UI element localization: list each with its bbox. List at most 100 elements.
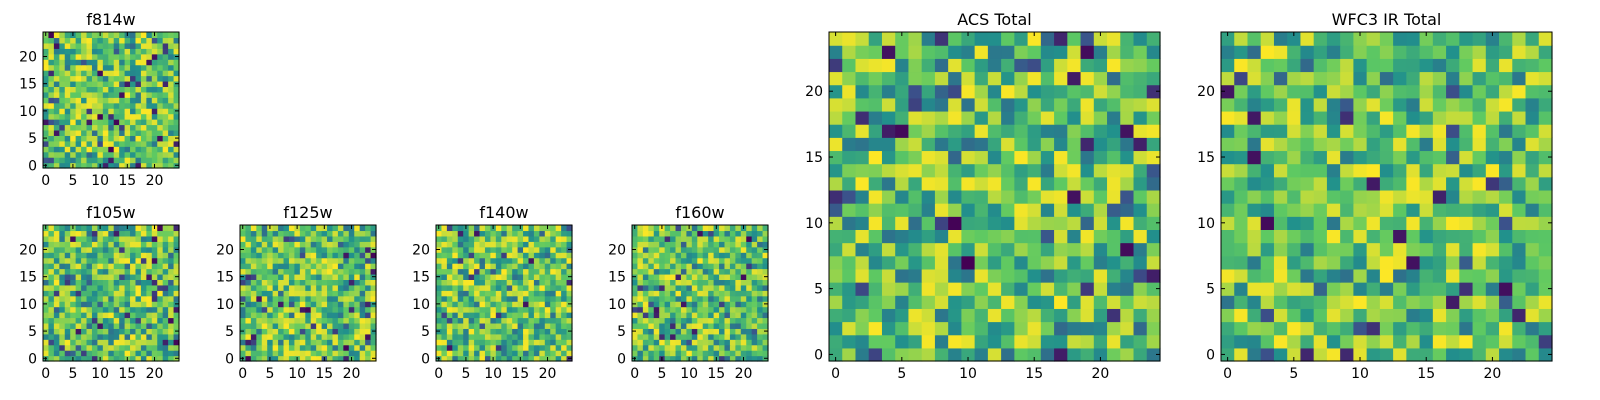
heatmap-cell <box>310 295 317 302</box>
heatmap-cell <box>751 246 758 253</box>
heatmap-cell <box>724 263 731 270</box>
heatmap-cell <box>490 241 497 248</box>
heatmap-cell <box>446 339 453 346</box>
heatmap-cell <box>1247 321 1262 336</box>
heatmap-cell <box>1040 229 1055 244</box>
heatmap-cell <box>713 333 720 340</box>
heatmap-cell <box>751 284 758 291</box>
heatmap-cell <box>921 295 936 309</box>
heatmap-cell <box>528 241 535 248</box>
heatmap-cell <box>512 257 519 264</box>
heatmap-cell <box>948 347 962 362</box>
heatmap-cell <box>327 252 334 259</box>
heatmap-cell <box>948 45 962 59</box>
heatmap-cell <box>740 344 747 351</box>
heatmap-cell <box>757 273 764 280</box>
heatmap-cell <box>1459 255 1474 270</box>
heatmap-cell <box>119 290 126 297</box>
heatmap-cell <box>294 317 301 324</box>
heatmap-cell <box>283 273 290 280</box>
heatmap-cell <box>151 146 158 153</box>
heatmap-cell <box>653 241 660 248</box>
heatmap-cell <box>1054 45 1068 59</box>
heatmap-cell <box>162 97 169 104</box>
heatmap-cell <box>735 279 742 286</box>
heatmap-cell <box>327 355 334 362</box>
heatmap-cell <box>288 306 295 313</box>
heatmap-cell <box>151 279 158 286</box>
heatmap-cell <box>1067 268 1082 283</box>
heatmap-cell <box>278 306 285 313</box>
heatmap-cell <box>479 268 486 275</box>
heatmap-cell <box>512 295 519 302</box>
heatmap-cell <box>517 344 524 351</box>
heatmap-cell <box>566 290 573 297</box>
heatmap-cell <box>457 295 464 302</box>
heatmap-cell <box>1040 163 1055 178</box>
heatmap-cell <box>1300 308 1315 323</box>
heatmap-cell <box>637 344 644 351</box>
heatmap-cell <box>1054 32 1068 46</box>
heatmap-cell <box>544 301 551 308</box>
heatmap-cell <box>278 284 285 291</box>
heatmap-cell <box>1221 110 1235 125</box>
heatmap-cell <box>1080 176 1095 191</box>
heatmap-cell <box>479 295 486 302</box>
heatmap-cell <box>102 135 109 142</box>
heatmap-cell <box>868 124 883 138</box>
heatmap-cell <box>751 235 758 242</box>
heatmap-cell <box>1273 255 1288 270</box>
heatmap-cell <box>168 37 175 44</box>
heatmap-cell <box>162 157 169 164</box>
heatmap-cell <box>1107 334 1121 349</box>
heatmap-cell <box>457 328 464 335</box>
heatmap-cell <box>1326 124 1341 138</box>
heatmap-cell <box>544 290 551 297</box>
heatmap-cell <box>1120 137 1135 152</box>
heatmap-cell <box>81 284 88 291</box>
heatmap-cell <box>506 268 513 275</box>
heatmap-cell <box>934 216 949 230</box>
heatmap-cell <box>283 312 290 319</box>
heatmap-cell <box>474 306 481 313</box>
heatmap-cell <box>1366 97 1381 112</box>
heatmap-cell <box>119 295 126 302</box>
heatmap-cell <box>555 301 562 308</box>
heatmap-cell <box>267 350 274 357</box>
heatmap-cell <box>539 241 546 248</box>
heatmap-cell <box>365 301 372 308</box>
heatmap-cell <box>637 339 644 346</box>
heatmap-cell <box>566 350 573 357</box>
heatmap-cell <box>539 273 546 280</box>
heatmap-cell <box>173 119 180 126</box>
heatmap-cell <box>452 235 459 242</box>
heatmap-cell <box>1001 84 1015 99</box>
heatmap-cell <box>359 230 366 237</box>
heatmap-cell <box>490 322 497 329</box>
heatmap-cell <box>278 328 285 335</box>
heatmap-cell <box>1107 347 1121 362</box>
heatmap-cell <box>637 322 644 329</box>
heatmap-cell <box>1080 110 1095 125</box>
heatmap-cell <box>490 312 497 319</box>
heatmap-cell <box>283 295 290 302</box>
heatmap-cell <box>561 273 568 280</box>
heatmap-cell <box>1146 242 1161 257</box>
heatmap-cell <box>173 235 180 242</box>
heatmap-cell <box>140 290 147 297</box>
heatmap-cell <box>1080 216 1095 230</box>
heatmap-cell <box>632 344 639 351</box>
heatmap-cell <box>1080 189 1095 204</box>
heatmap-cell <box>961 58 976 73</box>
heatmap-cell <box>686 306 693 313</box>
heatmap-cell <box>1247 176 1262 191</box>
heatmap-cell <box>108 108 115 115</box>
heatmap-cell <box>506 279 513 286</box>
heatmap-cell <box>1014 255 1029 270</box>
heatmap-cell <box>829 216 843 230</box>
heatmap-cell <box>961 216 976 230</box>
axes-frame <box>828 31 1161 362</box>
heatmap-cell <box>550 328 557 335</box>
heatmap-cell <box>130 162 137 169</box>
heatmap-cell <box>168 317 175 324</box>
